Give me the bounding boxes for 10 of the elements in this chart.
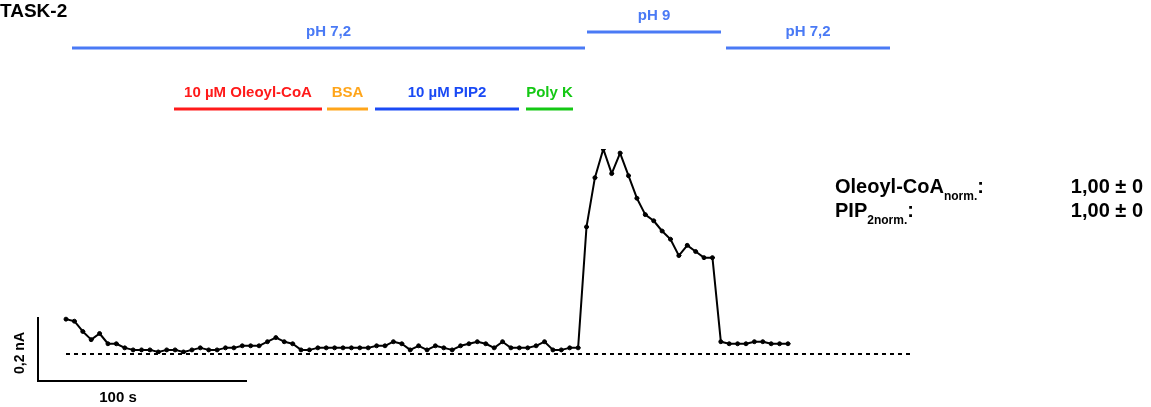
text: 100 s — [99, 388, 137, 405]
text: pH 7,2 — [305, 22, 352, 39]
chart-title: TASK-2 — [0, 0, 68, 21]
text: pH 9 — [637, 6, 671, 23]
text: BSA — [331, 83, 364, 100]
text: 0,2 nA — [11, 331, 27, 374]
text: Poly K — [526, 83, 573, 100]
text: 10 µM PIP2 — [407, 83, 487, 100]
text: pH 7,2 — [785, 22, 831, 39]
text: 10 µM Oleoyl-CoA — [184, 83, 313, 100]
